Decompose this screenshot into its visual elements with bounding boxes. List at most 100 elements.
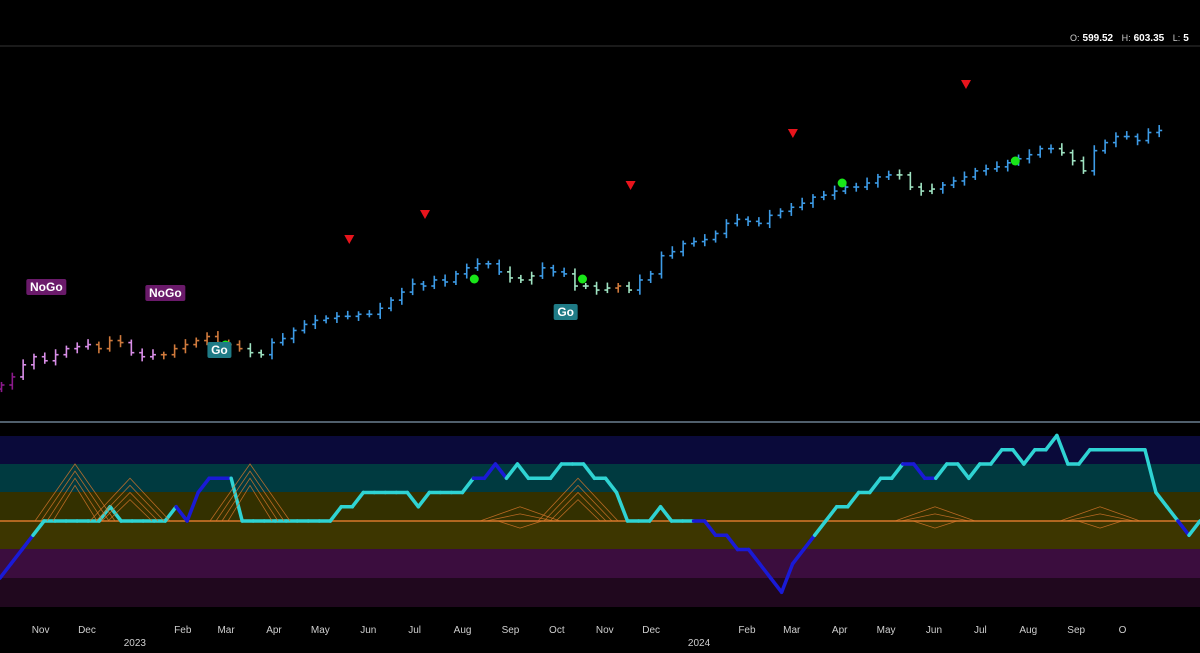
oscillator-fan xyxy=(40,470,110,522)
oscillator-fan xyxy=(101,491,159,522)
oscillator-line-segment xyxy=(989,448,1004,466)
x-axis-month-label: Sep xyxy=(502,625,520,636)
oscillator-line-segment xyxy=(174,505,189,523)
oscillator-line-segment xyxy=(934,462,949,480)
low-value: 5 xyxy=(1183,33,1189,44)
signal-triangle-icon xyxy=(344,235,355,244)
open-label: O: xyxy=(1070,33,1080,43)
oscillator-line-segment xyxy=(1165,505,1180,523)
x-axis-month-label: Jul xyxy=(408,625,421,636)
high-label: H: xyxy=(1121,33,1131,43)
oscillator-line-segment xyxy=(9,547,24,566)
oscillator-line-segment xyxy=(867,476,883,495)
oscillator-line-segment xyxy=(1055,433,1070,466)
signal-dot-icon xyxy=(577,274,587,284)
oscillator-line-segment xyxy=(482,462,498,480)
high-value: 603.35 xyxy=(1133,33,1165,44)
oscillator-fan xyxy=(549,491,607,522)
x-axis-month-label: Apr xyxy=(266,625,282,636)
x-axis-month-label: Dec xyxy=(642,625,660,636)
oscillator-fan xyxy=(479,506,561,522)
oscillator-fan xyxy=(537,477,619,522)
oscillator-fan xyxy=(107,499,153,522)
x-axis-month-label: May xyxy=(877,625,896,636)
x-axis-month-label: Feb xyxy=(174,625,192,636)
oscillator-fan xyxy=(543,484,613,522)
oscillator-fan xyxy=(95,484,165,522)
oscillator-line-segment xyxy=(823,505,839,523)
oscillator-line-segment xyxy=(1143,448,1158,495)
nogo-label: NoGo xyxy=(30,280,63,294)
oscillator-line-segment xyxy=(350,490,366,509)
oscillator-line-segment xyxy=(801,533,817,552)
oscillator-line-segment xyxy=(163,505,178,523)
oscillator-line-segment xyxy=(504,462,520,480)
x-axis-month-label: Dec xyxy=(78,625,96,636)
oscillator-band xyxy=(0,549,1200,578)
x-axis-month-label: Mar xyxy=(783,625,801,636)
go-label-bg xyxy=(553,304,578,320)
x-axis-month-label: Oct xyxy=(549,625,565,636)
go-label: Go xyxy=(557,305,574,319)
go-label: Go xyxy=(211,343,228,357)
oscillator-fan xyxy=(1059,506,1141,522)
oscillator-line-segment xyxy=(185,490,200,523)
oscillator-fan xyxy=(46,477,104,522)
oscillator-line-segment xyxy=(1187,519,1200,537)
go-label-bg xyxy=(26,279,67,295)
oscillator-fan xyxy=(34,463,116,522)
signal-dot-icon xyxy=(837,178,847,188)
go-label-bg xyxy=(207,342,232,358)
signal-dot-icon xyxy=(1010,156,1020,166)
oscillator-fan xyxy=(555,499,601,522)
oscillator-band xyxy=(0,492,1200,521)
oscillator-line-segment xyxy=(912,462,927,480)
oscillator-fan xyxy=(894,506,976,522)
oscillator-line-segment xyxy=(967,462,982,480)
signal-triangle-icon xyxy=(625,181,636,190)
oscillator-band xyxy=(0,521,1200,549)
oscillator-fan xyxy=(1077,520,1123,529)
x-axis-month-label: Jul xyxy=(974,625,987,636)
oscillator-line-segment xyxy=(515,462,531,480)
signal-triangle-icon xyxy=(420,210,431,219)
oscillator-line-segment xyxy=(20,533,35,552)
oscillator-line-segment xyxy=(460,476,476,495)
oscillator-line-segment xyxy=(31,519,46,537)
oscillator-line-segment xyxy=(724,533,740,552)
oscillator-fan xyxy=(209,463,291,522)
oscillator-line-segment xyxy=(1011,448,1026,466)
oscillator-fan xyxy=(227,484,273,522)
low-label: L: xyxy=(1172,33,1181,43)
oscillator-line-segment xyxy=(812,519,828,537)
oscillator-fan xyxy=(89,477,171,522)
x-axis-year-label: 2023 xyxy=(124,638,147,649)
oscillator-fan xyxy=(912,520,958,529)
x-axis-month-label: Feb xyxy=(738,625,756,636)
oscillator-line-segment xyxy=(1176,519,1191,537)
oscillator-line-segment xyxy=(779,562,795,594)
oscillator-fan xyxy=(52,484,98,522)
x-axis-month-label: Jun xyxy=(360,625,376,636)
x-axis-month-label: May xyxy=(311,625,330,636)
signal-triangle-icon xyxy=(960,80,971,89)
oscillator-line-segment xyxy=(1022,448,1037,466)
x-axis-month-label: Sep xyxy=(1067,625,1085,636)
oscillator-fan xyxy=(497,520,543,529)
oscillator-fan xyxy=(221,477,279,522)
oscillator-fan xyxy=(485,513,555,522)
oscillator-line-segment xyxy=(405,490,421,509)
oscillator-fan xyxy=(215,470,285,522)
oscillator-line-segment xyxy=(1077,448,1092,466)
oscillator-line-segment xyxy=(1154,490,1169,509)
x-axis-month-label: Nov xyxy=(596,625,614,636)
x-axis-year-label: 2024 xyxy=(688,638,711,649)
oscillator-line-segment xyxy=(581,462,597,480)
oscillator-line-segment xyxy=(889,462,905,480)
oscillator-band xyxy=(0,578,1200,607)
oscillator-line-segment xyxy=(603,476,619,495)
x-axis-month-label: Apr xyxy=(832,625,848,636)
oscillator-line-segment xyxy=(416,490,432,509)
oscillator-line-segment xyxy=(196,476,211,495)
